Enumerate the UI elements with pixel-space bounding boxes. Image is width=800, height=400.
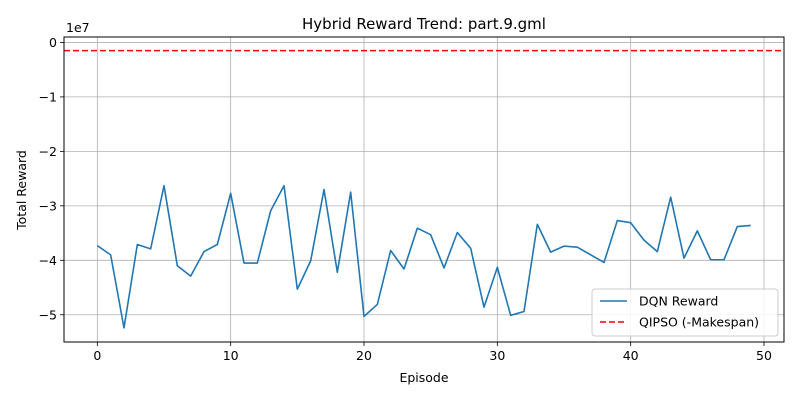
- x-axis-ticks: 0 10 20 30 40 50: [93, 342, 772, 363]
- x-tick-label: 20: [356, 348, 372, 363]
- legend-label-qipso: QIPSO (-Makespan): [639, 315, 759, 330]
- series-layer: [64, 49, 784, 329]
- y-tick-label: −4: [39, 253, 57, 268]
- x-tick-label: 40: [623, 348, 639, 363]
- y-tick-label: −3: [39, 198, 57, 213]
- y-tick-label: −2: [39, 144, 57, 159]
- y-axis-ticks: 0 −1 −2 −3 −4 −5: [39, 35, 64, 322]
- x-axis-title: Episode: [399, 370, 448, 385]
- y-offset-label: 1e7: [66, 20, 90, 35]
- y-tick-label: 0: [49, 35, 57, 50]
- y-axis-title: Total Reward: [14, 150, 29, 231]
- x-tick-label: 0: [93, 348, 101, 363]
- legend-box: [591, 288, 779, 337]
- legend-label-dqn: DQN Reward: [639, 294, 718, 309]
- x-tick-label: 10: [223, 348, 239, 363]
- chart-title: Hybrid Reward Trend: part.9.gml: [302, 15, 546, 33]
- x-tick-label: 30: [489, 348, 505, 363]
- y-tick-label: −1: [39, 89, 57, 104]
- grid: [64, 37, 784, 342]
- series-line-dqn-reward: [96, 184, 751, 329]
- plot-frame: [63, 36, 785, 343]
- legend: DQN Reward QIPSO (-Makespan): [591, 288, 779, 337]
- y-tick-label: −5: [39, 307, 57, 322]
- x-tick-label: 50: [756, 348, 772, 363]
